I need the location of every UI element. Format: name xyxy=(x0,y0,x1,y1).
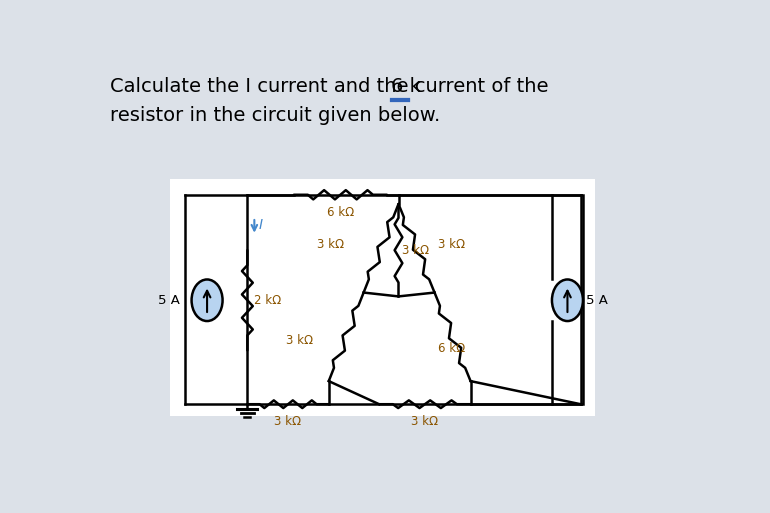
Text: 6 k: 6 k xyxy=(391,77,421,96)
Bar xyxy=(170,179,594,416)
Text: 5 A: 5 A xyxy=(158,294,180,307)
Text: 3 kΩ: 3 kΩ xyxy=(274,415,302,428)
Ellipse shape xyxy=(192,280,223,321)
Text: 3 kΩ: 3 kΩ xyxy=(286,334,313,347)
Text: 5 A: 5 A xyxy=(586,294,608,307)
Text: Calculate the I current and the current of the: Calculate the I current and the current … xyxy=(110,77,555,96)
Text: 6 kΩ: 6 kΩ xyxy=(438,342,466,355)
Text: 3 kΩ: 3 kΩ xyxy=(411,415,438,428)
Text: 6 kΩ: 6 kΩ xyxy=(326,206,354,219)
Text: 3 kΩ: 3 kΩ xyxy=(317,238,344,251)
Ellipse shape xyxy=(552,280,583,321)
Text: 3 kΩ: 3 kΩ xyxy=(438,238,466,251)
Text: 2 kΩ: 2 kΩ xyxy=(253,294,281,307)
Text: $I$: $I$ xyxy=(258,218,264,232)
Text: 3 kΩ: 3 kΩ xyxy=(403,244,430,256)
Text: resistor in the circuit given below.: resistor in the circuit given below. xyxy=(110,106,440,125)
